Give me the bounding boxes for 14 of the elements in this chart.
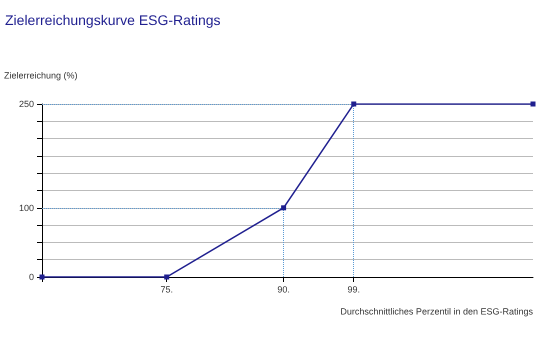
x-tick-label: 90. <box>277 284 290 294</box>
y-tick-label: 250 <box>18 99 34 109</box>
point <box>281 205 286 210</box>
y-tick-label: 0 <box>28 272 34 282</box>
point <box>40 274 44 280</box>
point <box>530 102 536 106</box>
point <box>164 274 170 280</box>
y-tick-label: 100 <box>18 202 34 213</box>
y-axis-title: Zielerreichung (%) <box>4 70 78 80</box>
x-axis-title: Durchschnittliches Perzentil in den ESG-Ratings <box>340 306 534 316</box>
x-tick-label: 99. <box>347 284 360 294</box>
chart-title: Zielerreichungskurve ESG-Ratings <box>5 12 221 28</box>
x-tick-label: 75. <box>160 284 173 294</box>
point <box>351 102 356 106</box>
